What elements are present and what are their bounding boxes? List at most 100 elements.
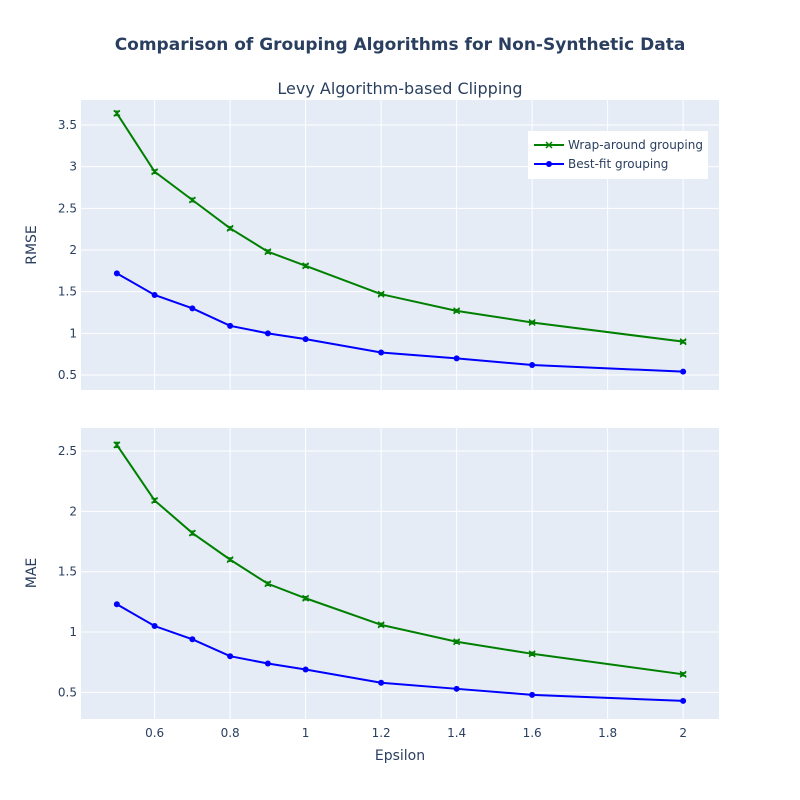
data-point-x-marker [113, 109, 121, 117]
data-point-x-marker [151, 168, 159, 176]
x-marker-stroke [302, 262, 310, 270]
x-marker-stroke [679, 338, 687, 346]
x-marker-stroke [453, 307, 461, 315]
x-marker-stroke [377, 290, 385, 298]
series-line-best-fit [116, 272, 684, 373]
x-marker-stroke [188, 196, 196, 204]
legend: Wrap-around grouping Best-fit grouping [528, 131, 708, 179]
data-point-circle-marker [189, 636, 196, 643]
legend-circle-marker [546, 161, 552, 167]
x-marker-stroke [226, 224, 234, 232]
data-point-circle-marker [529, 362, 536, 368]
data-point-circle-marker [529, 691, 536, 698]
y-tick-label: 0.5 [58, 685, 77, 699]
legend-entry-best-fit: Best-fit grouping [534, 157, 668, 171]
x-marker-stroke [113, 441, 121, 449]
series-line-wrap-around [116, 444, 684, 676]
series-line-wrap-around [116, 112, 684, 343]
y-tick-label: 1 [69, 625, 77, 639]
y-tick-label: 0.5 [58, 368, 77, 382]
series-best-fit-mae [113, 601, 687, 704]
x-tick-label: 1.6 [523, 726, 542, 740]
data-point-circle-marker [151, 623, 158, 630]
data-point-circle-marker [264, 660, 271, 667]
data-point-circle-marker [113, 270, 120, 277]
x-tick-label: 2 [679, 726, 687, 740]
x-marker-stroke [453, 638, 461, 646]
chart-title: Comparison of Grouping Algorithms for No… [115, 35, 686, 55]
data-point-circle-marker [227, 322, 234, 329]
data-point-circle-marker [113, 601, 120, 608]
legend-label: Best-fit grouping [568, 157, 668, 171]
series-wrap-around-mae [113, 441, 687, 678]
data-point-circle-marker [378, 349, 385, 356]
data-point-x-marker [264, 248, 272, 256]
legend-x-marker [545, 141, 553, 149]
y-tick-label: 1.5 [58, 565, 77, 579]
y-axis-title-rmse: RMSE [24, 225, 40, 265]
x-marker-stroke [679, 670, 687, 678]
x-marker-stroke [113, 109, 121, 117]
x-tick-label: 0.6 [145, 726, 164, 740]
series-best-fit-rmse [113, 270, 687, 375]
data-point-x-marker [377, 621, 385, 629]
data-point-x-marker [188, 196, 196, 204]
y-tick-label: 3 [69, 160, 77, 174]
data-point-x-marker [453, 638, 461, 646]
legend-label: Wrap-around grouping [568, 138, 703, 152]
data-point-x-marker [151, 496, 159, 504]
data-point-x-marker [226, 556, 234, 564]
data-point-circle-marker [302, 666, 309, 673]
data-point-circle-marker [227, 653, 234, 660]
data-point-x-marker [226, 224, 234, 232]
x-marker-stroke [302, 594, 310, 602]
x-marker-stroke [151, 168, 159, 176]
y-tick-label: 1.5 [58, 285, 77, 299]
x-tick-label: 0.8 [221, 726, 240, 740]
data-point-x-marker [453, 307, 461, 315]
data-point-circle-marker [680, 368, 687, 375]
data-point-x-marker [377, 290, 385, 298]
data-point-circle-marker [453, 355, 460, 362]
x-marker-stroke [264, 580, 272, 588]
data-point-x-marker [188, 529, 196, 537]
data-point-x-marker [302, 594, 310, 602]
y-tick-label: 2.5 [58, 444, 77, 458]
data-point-circle-marker [302, 336, 309, 343]
data-point-x-marker [528, 318, 536, 327]
data-point-circle-marker [189, 305, 196, 312]
chart-subtitle: Levy Algorithm-based Clipping [277, 79, 522, 98]
data-point-circle-marker [378, 679, 385, 686]
y-tick-label: 2 [69, 243, 77, 257]
x-tick-label: 1.2 [372, 726, 391, 740]
x-tick-label: 1.4 [447, 726, 466, 740]
x-marker-stroke [264, 248, 272, 256]
y-tick-label: 2 [69, 504, 77, 518]
data-point-x-marker [264, 580, 272, 588]
x-marker-stroke [528, 318, 536, 327]
series-wrap-around-rmse [113, 109, 687, 346]
data-point-circle-marker [680, 697, 687, 704]
legend-entry-wrap-around: Wrap-around grouping [534, 138, 703, 152]
x-marker-stroke [226, 556, 234, 564]
plot-panels: 0.5 1 1.5 2 2.5 3 3.5 0.5 1 1.5 2 2.5 0.6 0.8 1 1.2 1.4 1… [58, 100, 719, 740]
series-line-best-fit [116, 603, 684, 702]
y-tick-label: 1 [69, 326, 77, 340]
plot-area-mae [81, 428, 719, 719]
data-point-x-marker [113, 441, 121, 449]
x-marker-stroke [377, 621, 385, 629]
data-point-circle-marker [151, 292, 158, 298]
x-marker-stroke [151, 496, 159, 504]
x-axis-title: Epsilon [375, 748, 425, 764]
x-marker-stroke [188, 529, 196, 537]
x-tick-label: 1 [302, 726, 310, 740]
data-point-x-marker [679, 670, 687, 678]
y-tick-label: 2.5 [58, 201, 77, 215]
x-tick-label: 1.8 [598, 726, 617, 740]
panel-mae: 0.5 1 1.5 2 2.5 0.6 0.8 1 1.2 1.4 1.6 1.8 2 [58, 428, 719, 740]
data-point-x-marker [679, 338, 687, 346]
data-point-x-marker [302, 262, 310, 270]
data-point-circle-marker [453, 685, 460, 692]
